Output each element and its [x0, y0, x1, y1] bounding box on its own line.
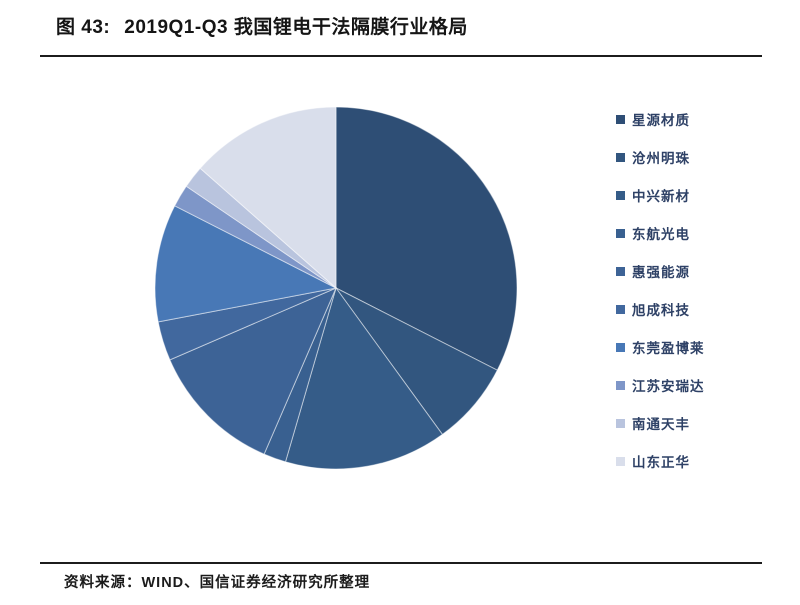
- legend-swatch-icon: [616, 342, 625, 352]
- legend-item-3: 中兴新材: [616, 176, 786, 214]
- legend-label: 沧州明珠: [632, 151, 690, 166]
- legend-item-10: 山东正华: [616, 442, 786, 480]
- legend-item-1: 星源材质: [616, 100, 786, 138]
- legend-label: 江苏安瑞达: [632, 379, 705, 394]
- legend-label: 南通天丰: [632, 417, 690, 432]
- legend-swatch-icon: [616, 228, 625, 238]
- legend-swatch-icon: [616, 380, 625, 390]
- pie-slice-7: [154, 205, 338, 323]
- legend-item-2: 沧州明珠: [616, 138, 786, 176]
- legend-swatch-icon: [616, 418, 625, 428]
- pie-slice-1: [335, 106, 518, 371]
- legend-swatch-icon: [616, 304, 625, 314]
- legend: 星源材质沧州明珠中兴新材东航光电惠强能源旭成科技东莞盈博莱江苏安瑞达南通天丰山东…: [616, 100, 786, 480]
- figure-title: 图 43: 2019Q1-Q3 我国锂电干法隔膜行业格局: [56, 12, 468, 39]
- legend-item-4: 东航光电: [616, 214, 786, 252]
- footer-divider-line: [40, 562, 762, 564]
- legend-swatch-icon: [616, 114, 625, 124]
- legend-item-7: 东莞盈博莱: [616, 328, 786, 366]
- legend-item-6: 旭成科技: [616, 290, 786, 328]
- legend-swatch-icon: [616, 190, 625, 200]
- legend-label: 东航光电: [632, 227, 690, 242]
- legend-swatch-icon: [616, 152, 625, 162]
- legend-label: 惠强能源: [632, 265, 690, 280]
- pie-slice-10: [199, 106, 337, 290]
- legend-swatch-icon: [616, 456, 625, 466]
- legend-label: 旭成科技: [632, 303, 690, 318]
- title-divider-line: [40, 55, 762, 57]
- legend-item-8: 江苏安瑞达: [616, 366, 786, 404]
- legend-swatch-icon: [616, 266, 625, 276]
- source-note: 资料来源：WIND、国信证券经济研究所整理: [64, 575, 371, 591]
- legend-label: 东莞盈博莱: [632, 341, 705, 356]
- legend-item-9: 南通天丰: [616, 404, 786, 442]
- legend-item-5: 惠强能源: [616, 252, 786, 290]
- pie-slice-3: [284, 286, 444, 470]
- legend-label: 星源材质: [632, 113, 690, 128]
- pie-slice-5: [169, 287, 337, 455]
- legend-label: 山东正华: [632, 455, 690, 470]
- figure-number-label: 图 43:: [56, 17, 111, 38]
- figure-title-text: 2019Q1-Q3 我国锂电干法隔膜行业格局: [124, 17, 468, 38]
- legend-label: 中兴新材: [632, 189, 690, 204]
